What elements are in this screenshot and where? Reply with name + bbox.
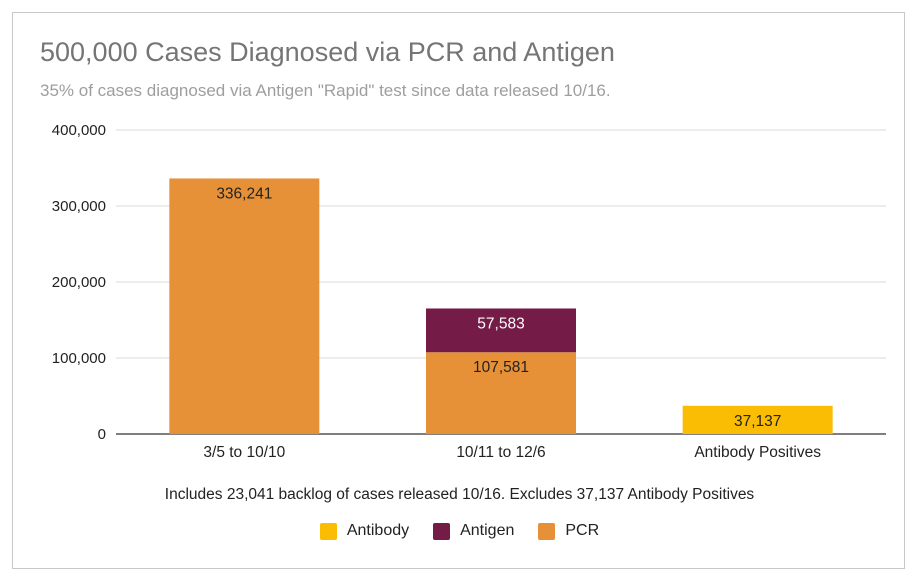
legend-item-pcr[interactable]: PCR	[538, 522, 599, 540]
bar-pcr-1[interactable]	[169, 178, 320, 434]
y-axis-ticks: 0 100,000 200,000 300,000 400,000	[52, 122, 106, 443]
x-category-label: Antibody Positives	[694, 444, 821, 461]
y-tick-label: 300,000	[52, 198, 106, 215]
data-label-antigen-2: 57,583	[477, 315, 524, 332]
legend-item-antibody[interactable]: Antibody	[319, 522, 410, 540]
x-axis-categories: 3/5 to 10/10 10/11 to 12/6 Antibody Positi…	[203, 444, 821, 461]
legend-label-antigen: Antigen	[460, 522, 515, 539]
chart-subtitle: 35% of cases diagnosed via Antigen "Rapi…	[40, 81, 611, 100]
bar-antibody-3[interactable]	[682, 405, 833, 434]
data-label-antibody-3: 37,137	[734, 413, 781, 430]
bars	[169, 178, 833, 434]
legend-label-pcr: PCR	[565, 522, 600, 539]
data-labels: 336,241 107,581 57,583 37,137	[216, 185, 781, 429]
data-label-pcr-2: 107,581	[473, 359, 529, 376]
legend-swatch-antibody	[319, 522, 337, 540]
y-tick-label: 0	[98, 426, 106, 443]
legend-swatch-antigen	[433, 522, 451, 540]
bar-antigen-2[interactable]	[426, 308, 576, 353]
legend-swatch-pcr	[538, 522, 556, 540]
legend: Antibody Antigen PCR	[0, 522, 919, 540]
chart-frame	[12, 12, 905, 569]
y-tick-label: 100,000	[52, 350, 106, 367]
x-axis-note: Includes 23,041 backlog of cases release…	[164, 486, 755, 503]
y-tick-label: 200,000	[52, 274, 106, 291]
data-label-pcr-1: 336,241	[216, 185, 272, 202]
x-category-label: 3/5 to 10/10	[203, 444, 285, 461]
y-tick-label: 400,000	[52, 122, 106, 139]
bar-pcr-2[interactable]	[426, 352, 576, 434]
chart-title: 500,000 Cases Diagnosed via PCR and Anti…	[40, 37, 615, 67]
legend-item-antigen[interactable]: Antigen	[433, 522, 514, 540]
legend-label-antibody: Antibody	[346, 522, 410, 539]
x-category-label: 10/11 to 12/6	[456, 444, 545, 461]
